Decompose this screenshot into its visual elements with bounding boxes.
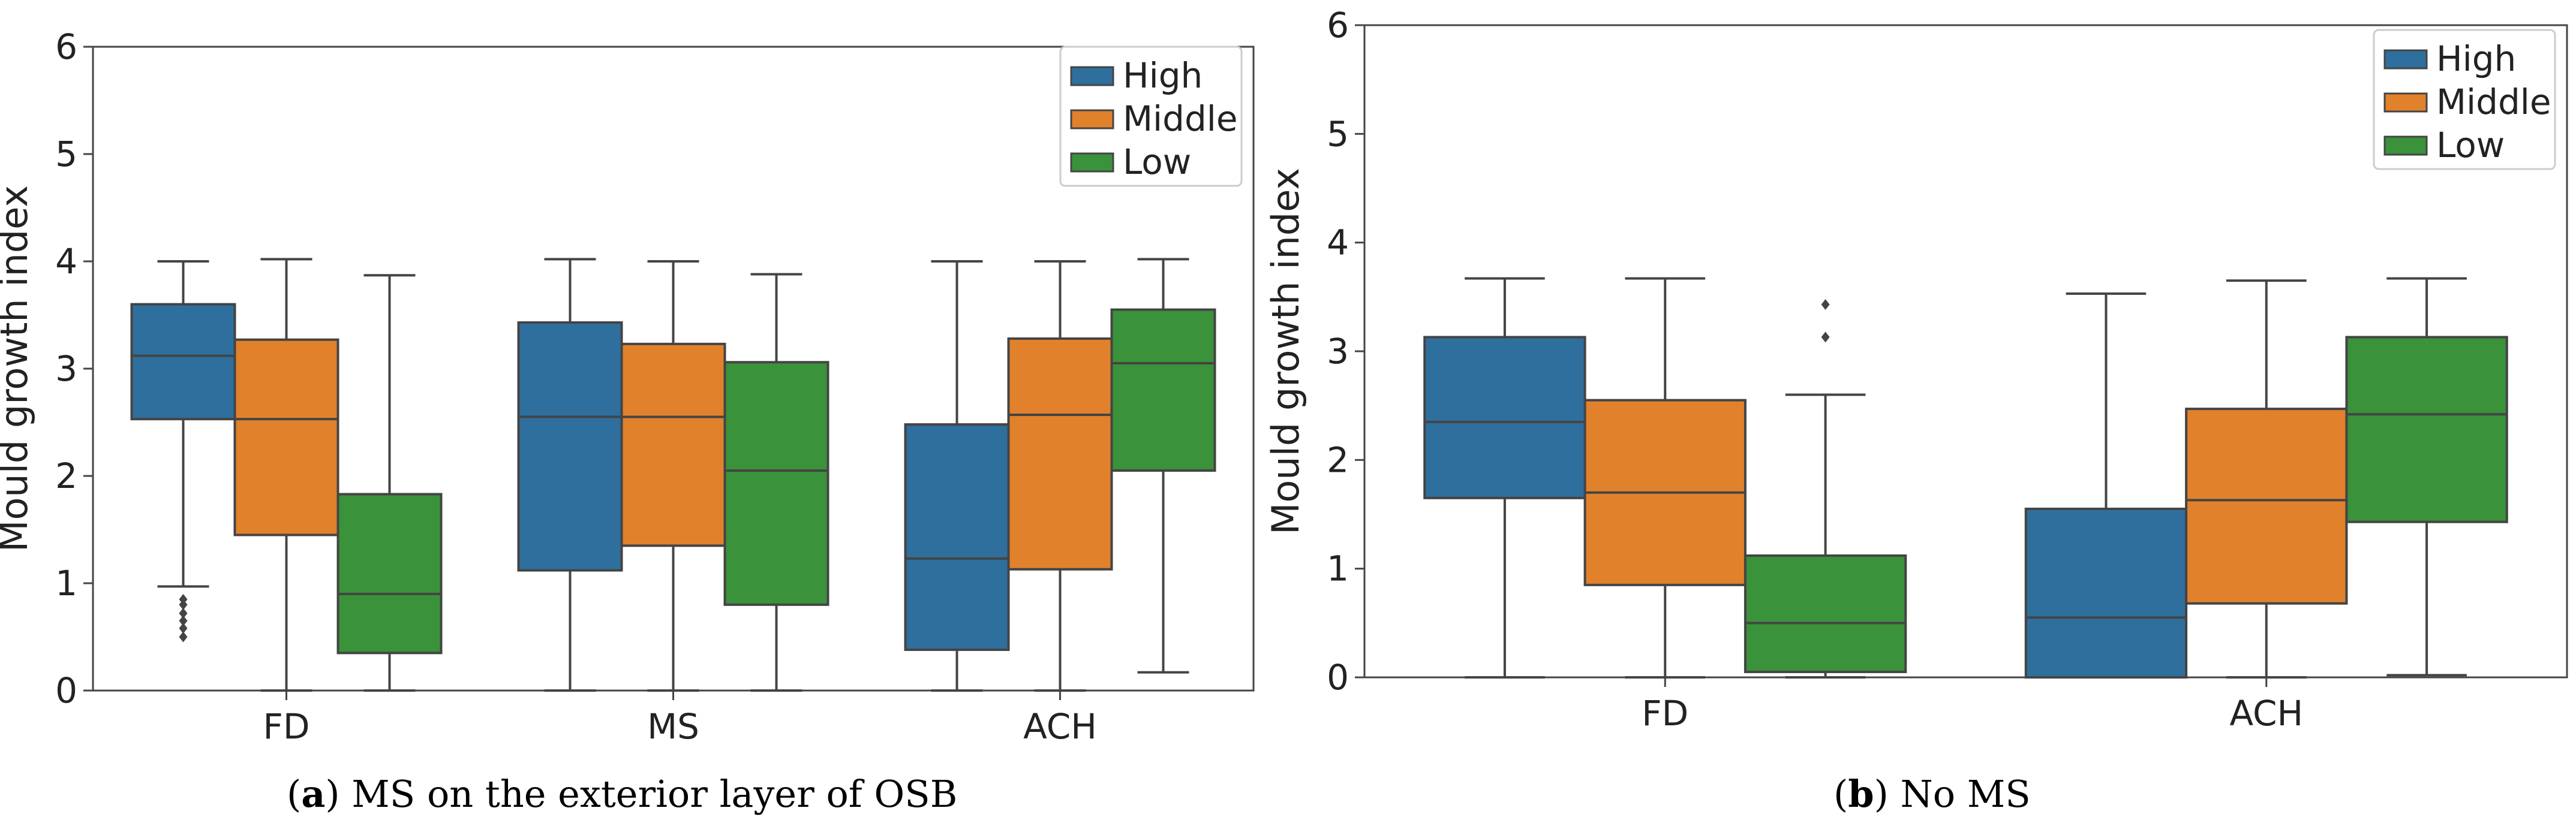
y-tick-label: 5	[1327, 113, 1349, 154]
x-tick-label: FD	[263, 706, 309, 747]
y-tick-label: 6	[1327, 5, 1349, 46]
box-high-ms	[517, 258, 623, 692]
box-high-fd	[1423, 277, 1586, 679]
box-iqr	[2345, 336, 2508, 523]
box-high-fd	[130, 260, 236, 643]
chart-panel-a: 0 1 2 3 4 5 6 Mould growth index FD MS ACH HighMidd…	[0, 26, 1255, 747]
y-axis-label: Mould growth index	[0, 185, 36, 552]
box-high-ach	[904, 260, 1010, 692]
box-iqr	[904, 423, 1010, 651]
box-iqr	[130, 303, 236, 421]
outlier-point	[179, 623, 188, 634]
caption-a: (a) MS on the exterior layer of OSB	[287, 772, 958, 816]
legend-swatch-low	[1070, 152, 1114, 173]
chart-panel-b: 0 1 2 3 4 5 6 Mould growth index FD ACH HighMiddle…	[1264, 5, 2568, 734]
legend-swatch-middle	[2383, 92, 2428, 113]
y-tick-label: 0	[55, 670, 77, 711]
y-tick-label: 0	[1327, 657, 1349, 698]
y-tick-label: 4	[55, 241, 77, 282]
outlier-point	[1821, 331, 1830, 343]
legend-label-high: High	[1123, 55, 1203, 96]
y-tick-label: 5	[55, 134, 77, 174]
box-low-ach	[2345, 277, 2508, 677]
box-middle-fd	[233, 258, 339, 692]
caption-b: (b) No MS	[1833, 772, 2031, 816]
y-tick-label: 2	[55, 456, 77, 496]
box-middle-fd	[1583, 277, 1747, 679]
box-low-fd	[1744, 299, 1907, 679]
caption-a-letter: a	[301, 772, 326, 816]
outlier-point	[179, 593, 188, 605]
x-tick-label: FD	[1642, 693, 1688, 734]
box-middle-ms	[620, 260, 726, 692]
y-tick-label: 1	[1327, 548, 1349, 589]
legend-swatch-low	[2383, 135, 2428, 156]
box-iqr	[723, 361, 829, 606]
box-high-ach	[2024, 292, 2188, 679]
legend-swatch-middle	[1070, 109, 1114, 129]
outlier-point	[179, 615, 188, 626]
box-low-ms	[723, 273, 829, 692]
box-iqr	[517, 321, 623, 572]
caption-b-letter: b	[1848, 772, 1874, 816]
y-tick-label: 6	[55, 26, 77, 67]
box-iqr	[1110, 308, 1216, 472]
x-tick-label: ACH	[2229, 693, 2303, 734]
legend-swatch-high	[1070, 66, 1114, 86]
legend-label-low: Low	[1123, 141, 1191, 182]
box-iqr	[2024, 507, 2188, 679]
y-tick-label: 1	[55, 563, 77, 604]
y-tick-label: 4	[1327, 222, 1349, 263]
box-iqr	[1423, 336, 1586, 499]
caption-b-text: No MS	[1888, 772, 2031, 816]
box-iqr	[336, 493, 443, 655]
caption-a-text: MS on the exterior layer of OSB	[339, 772, 958, 816]
outlier-point	[179, 608, 188, 619]
box-iqr	[233, 338, 339, 536]
y-axis-label: Mould growth index	[1264, 168, 1307, 535]
box-low-ach	[1110, 258, 1216, 674]
box-middle-ach	[1007, 260, 1113, 692]
y-tick-label: 2	[1327, 439, 1349, 480]
outlier-point	[179, 631, 188, 643]
box-low-fd	[336, 274, 443, 692]
legend-swatch-high	[2383, 49, 2428, 70]
y-tick-label: 3	[1327, 331, 1349, 372]
box-middle-ach	[2185, 279, 2348, 679]
x-tick-label: ACH	[1023, 706, 1097, 747]
y-tick-label: 3	[55, 348, 77, 389]
legend-label-low: Low	[2436, 125, 2505, 165]
x-tick-label: MS	[647, 706, 699, 747]
box-iqr	[1744, 554, 1907, 673]
legend-label-high: High	[2436, 38, 2516, 79]
outlier-point	[1821, 299, 1830, 311]
legend-label-middle: Middle	[2436, 82, 2551, 122]
box-iqr	[2185, 408, 2348, 605]
legend-label-middle: Middle	[1123, 98, 1238, 139]
box-iqr	[620, 342, 726, 547]
box-iqr	[1007, 337, 1113, 571]
